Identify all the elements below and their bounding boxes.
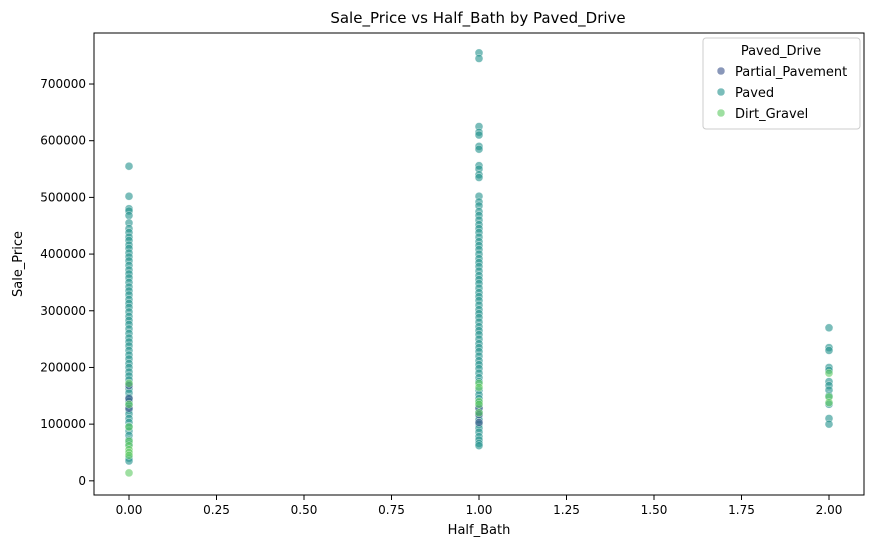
x-tick-label: 1.50 [641,503,668,517]
x-axis-label: Half_Bath [448,523,511,538]
legend-box [702,37,861,130]
legend-label: Dirt_Gravel [735,107,808,122]
x-tick-label: 0.25 [203,503,230,517]
data-point-paved [474,173,484,182]
y-axis: 0 100000 200000 300000 400000 500000 600000 700… [40,77,94,488]
data-point-dirt-gravel [474,408,484,418]
x-tick-label: 1.00 [466,503,493,517]
legend-marker [716,66,726,76]
legend-marker [716,108,726,118]
data-point-paved [474,130,484,140]
data-point-partial-pavement [474,418,484,427]
legend-items: Partial_Pavement Paved Dirt_Gravel [716,65,847,122]
y-tick-label: 200000 [40,360,86,374]
data-point-paved [824,323,834,333]
data-point-paved [824,419,834,429]
data-point-paved [474,54,484,63]
chart-title: Sale_Price vs Half_Bath by Paved_Drive [330,9,625,28]
data-point-dirt-gravel [124,400,134,409]
legend-label: Partial_Pavement [735,65,847,80]
legend-marker [716,87,726,97]
x-axis: 0.00 0.25 0.50 0.75 1.00 1.25 1.50 1.75 2.00 [116,495,843,517]
points-layer [124,48,834,478]
data-point-dirt-gravel [124,468,134,478]
legend-title: Paved_Drive [741,44,821,59]
x-tick-label: 2.00 [816,503,843,517]
data-point-paved [824,346,834,355]
x-tick-label: 1.25 [553,503,580,517]
legend-label: Paved [735,86,774,101]
y-axis-label: Sale_Price [11,231,26,297]
data-point-dirt-gravel [474,383,484,392]
data-point-dirt-gravel [824,398,834,407]
data-point-dirt-gravel [124,451,134,460]
x-tick-label: 1.75 [728,503,755,517]
data-point-paved [474,441,484,450]
data-point-dirt-gravel [124,422,134,432]
y-tick-label: 0 [78,474,86,488]
data-point-paved [124,192,134,201]
y-tick-label: 300000 [40,304,86,318]
data-point-dirt-gravel [474,400,484,409]
legend: Paved_Drive Partial_Pavement Paved Dirt_Gr… [702,37,861,130]
data-point-paved [124,161,134,171]
x-tick-label: 0.50 [291,503,318,517]
x-tick-label: 0.75 [378,503,405,517]
x-tick-label: 0.00 [116,503,143,517]
y-tick-label: 700000 [40,77,86,91]
y-tick-label: 400000 [40,247,86,261]
data-point-dirt-gravel [824,368,834,378]
y-tick-label: 100000 [40,417,86,431]
y-tick-label: 600000 [40,134,86,148]
data-point-paved [124,211,134,220]
data-point-dirt-gravel [124,379,134,388]
data-point-paved [474,144,484,154]
y-tick-label: 500000 [40,190,86,204]
